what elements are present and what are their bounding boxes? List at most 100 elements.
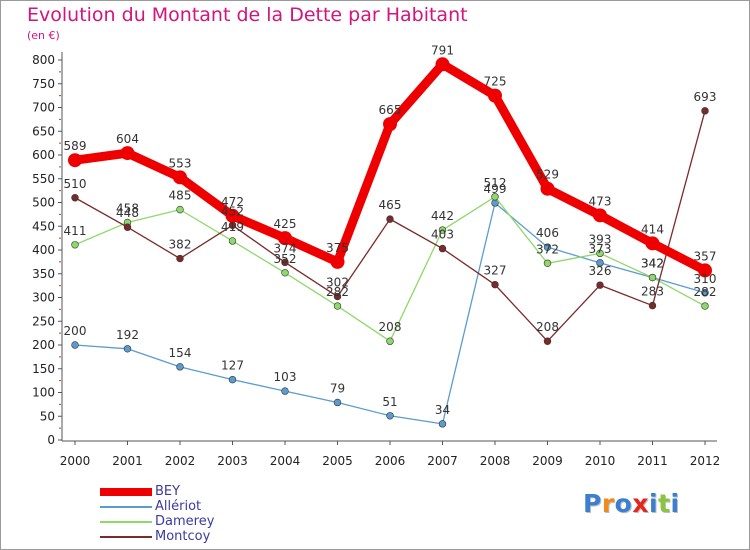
data-label-alleriot: 200 xyxy=(64,324,87,338)
data-label-alleriot: 51 xyxy=(382,395,397,409)
unit-label: (en €) xyxy=(27,29,60,42)
point-damerey xyxy=(438,226,447,234)
point-montcoy xyxy=(701,107,709,115)
y-tick-label: 600 xyxy=(32,148,55,162)
legend-label-montcoy: Montcoy xyxy=(155,529,211,544)
logo-letter: o xyxy=(614,489,633,518)
data-label-montcoy: 326 xyxy=(589,264,612,278)
point-bey xyxy=(68,153,82,168)
point-damerey xyxy=(701,302,709,310)
x-tick-label: 2012 xyxy=(690,454,721,468)
data-label-alleriot: 154 xyxy=(169,346,192,360)
point-montcoy xyxy=(648,301,657,310)
data-label-bey: 357 xyxy=(694,249,717,263)
y-tick-label: 650 xyxy=(32,124,55,138)
point-montcoy xyxy=(438,244,447,253)
logo-letter: r xyxy=(601,489,615,518)
x-tick-label: 2007 xyxy=(427,454,458,468)
data-label-damerey: 419 xyxy=(221,220,244,234)
legend-label-alleriot: Allériot xyxy=(155,499,202,514)
y-minor-tick xyxy=(59,237,61,239)
y-minor-tick xyxy=(59,142,61,144)
data-label-montcoy: 465 xyxy=(379,198,402,212)
y-minor-tick xyxy=(59,118,61,120)
data-label-bey: 375 xyxy=(326,241,349,255)
data-label-bey: 604 xyxy=(116,132,139,146)
point-bey xyxy=(435,57,450,72)
y-minor-tick xyxy=(59,213,61,215)
data-label-damerey: 411 xyxy=(64,224,87,238)
data-label-damerey: 352 xyxy=(274,252,297,266)
logo-letter: P xyxy=(583,489,602,518)
y-minor-tick xyxy=(59,95,61,97)
data-label-bey: 665 xyxy=(379,103,402,117)
point-bey xyxy=(278,231,292,246)
point-bey xyxy=(173,170,187,185)
point-montcoy xyxy=(333,292,342,301)
legend-label-bey: BEY xyxy=(155,484,181,499)
y-minor-tick xyxy=(59,261,61,263)
point-damerey xyxy=(71,241,79,249)
y-minor-tick xyxy=(59,356,61,358)
proxiti-logo: Proxiti xyxy=(583,489,680,518)
data-label-montcoy: 693 xyxy=(694,90,717,104)
data-label-montcoy: 403 xyxy=(431,228,454,242)
y-minor-tick xyxy=(59,285,61,287)
point-damerey xyxy=(281,269,289,277)
point-montcoy xyxy=(123,223,132,231)
data-labels: 200 192 154 127 103 79 51 34 499 406 373 342 310 411 4… xyxy=(64,43,717,417)
data-label-alleriot: 127 xyxy=(221,359,244,373)
data-label-bey: 791 xyxy=(431,43,454,57)
data-label-bey: 529 xyxy=(536,168,559,182)
y-tick-label: 500 xyxy=(32,196,55,210)
data-label-alleriot: 373 xyxy=(589,242,612,256)
data-label-damerey: 282 xyxy=(326,285,349,299)
data-label-montcoy: 374 xyxy=(274,241,297,255)
point-alleriot xyxy=(123,345,132,353)
point-montcoy xyxy=(71,194,79,202)
point-alleriot xyxy=(281,387,289,395)
data-label-damerey: 393 xyxy=(589,232,612,246)
data-label-montcoy: 448 xyxy=(116,206,139,220)
y-tick-label: 550 xyxy=(32,172,55,186)
y-minor-tick xyxy=(59,71,61,73)
y-tick-label: 800 xyxy=(32,53,55,67)
point-alleriot xyxy=(701,289,709,297)
x-tick-label: 2006 xyxy=(375,454,406,468)
data-label-alleriot: 192 xyxy=(116,328,139,342)
y-tick-label: 700 xyxy=(32,101,55,115)
point-damerey xyxy=(543,259,552,267)
y-tick-label: 450 xyxy=(32,219,55,233)
y-minor-tick xyxy=(59,403,61,405)
point-montcoy xyxy=(386,215,394,223)
point-bey xyxy=(645,236,660,251)
y-tick-label: 0 xyxy=(47,433,55,447)
point-alleriot xyxy=(228,375,237,384)
data-label-montcoy: 302 xyxy=(326,276,349,290)
chart-title: Evolution du Montant de la Dette par Hab… xyxy=(27,4,468,26)
y-minor-tick xyxy=(59,190,61,192)
point-bey xyxy=(225,208,240,223)
data-label-bey: 425 xyxy=(274,217,297,231)
y-tick-label: 50 xyxy=(40,409,55,423)
data-label-bey: 414 xyxy=(641,222,664,236)
y-tick-label: 200 xyxy=(32,338,55,352)
data-label-damerey: 442 xyxy=(431,209,454,223)
point-montcoy xyxy=(596,281,604,289)
data-label-damerey: 372 xyxy=(536,242,559,256)
legend-swatch-alleriot xyxy=(100,506,152,508)
data-label-montcoy: 382 xyxy=(169,238,192,252)
point-damerey xyxy=(386,337,394,345)
point-alleriot xyxy=(596,259,604,267)
y-tick-label: 750 xyxy=(32,77,55,91)
logo-letter: x xyxy=(632,489,649,518)
data-label-damerey: 512 xyxy=(484,176,507,190)
point-alleriot xyxy=(386,412,394,420)
point-alleriot xyxy=(71,341,79,349)
x-tick-label: 2001 xyxy=(112,454,143,468)
y-tick-label: 100 xyxy=(32,386,55,400)
legend-swatch-damerey xyxy=(100,521,152,523)
logo-letter: i xyxy=(649,489,659,518)
data-label-bey: 725 xyxy=(484,75,507,89)
